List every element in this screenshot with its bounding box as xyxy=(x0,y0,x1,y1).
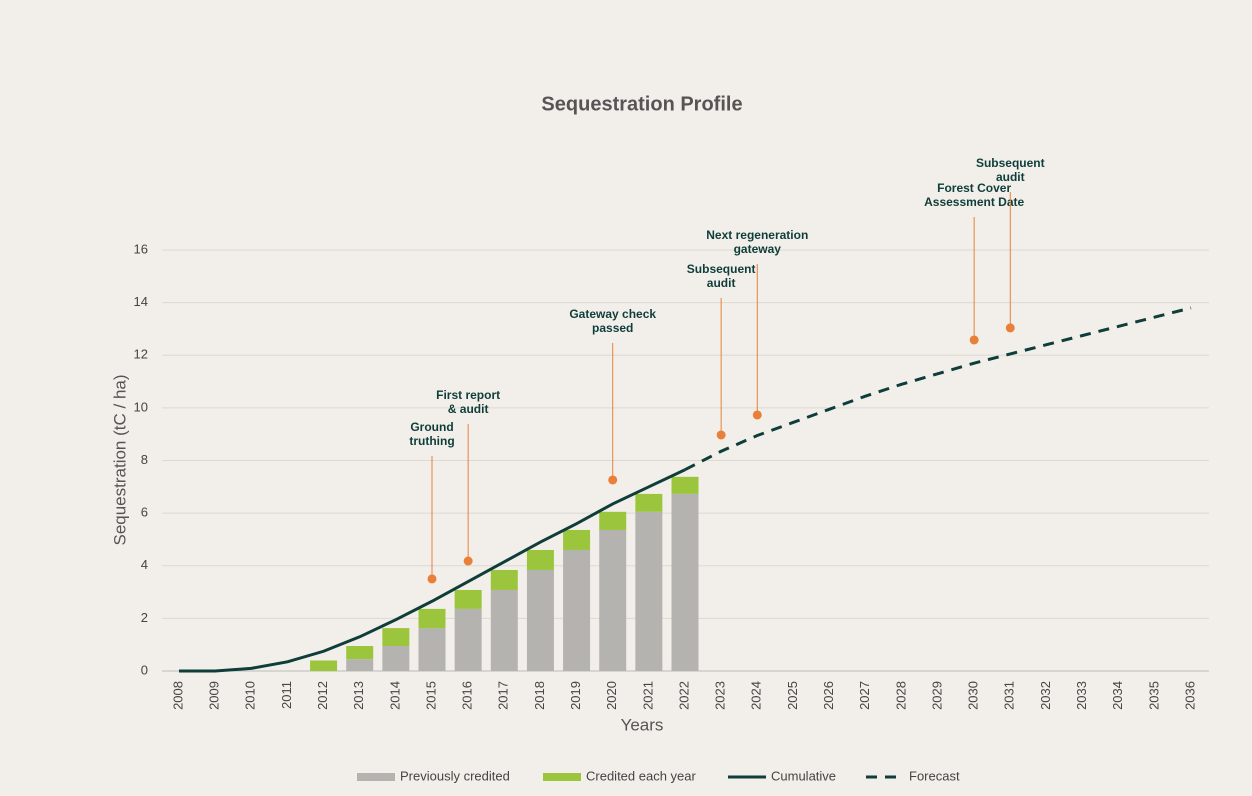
annotation-label: passed xyxy=(592,321,633,335)
annotation-label: Ground xyxy=(410,420,453,434)
x-tick-label: 2027 xyxy=(857,681,872,710)
x-axis-title: Years xyxy=(621,715,664,734)
annotation-point xyxy=(716,430,726,440)
x-tick-label: 2010 xyxy=(243,681,258,710)
annotation-label: Subsequent xyxy=(976,156,1045,170)
legend-label: Previously credited xyxy=(400,768,510,783)
annotation-label: Subsequent xyxy=(687,262,756,276)
x-tick-label: 2029 xyxy=(929,681,944,710)
annotation-point xyxy=(1005,323,1015,333)
x-tick-label: 2013 xyxy=(351,681,366,710)
y-tick-label: 10 xyxy=(134,399,148,414)
annotation-label: & audit xyxy=(448,402,489,416)
bar xyxy=(526,569,554,671)
legend-label: Forecast xyxy=(909,768,960,783)
bar xyxy=(599,529,627,671)
bar xyxy=(490,569,518,590)
bar xyxy=(346,659,374,671)
annotation-label: Forest Cover xyxy=(937,181,1011,195)
x-tick-label: 2009 xyxy=(207,681,222,710)
y-tick-label: 2 xyxy=(141,610,148,625)
x-tick-label: 2023 xyxy=(713,681,728,710)
x-tick-label: 2021 xyxy=(640,681,655,710)
bar xyxy=(346,646,374,660)
annotation-point xyxy=(969,335,979,345)
x-tick-label: 2008 xyxy=(170,681,185,710)
x-tick-label: 2034 xyxy=(1110,681,1125,710)
y-tick-label: 14 xyxy=(134,294,148,309)
legend-swatch xyxy=(357,773,395,781)
x-tick-label: 2031 xyxy=(1002,681,1017,710)
annotation-label: audit xyxy=(996,170,1025,184)
annotation-label: audit xyxy=(707,276,736,290)
legend-swatch xyxy=(543,773,581,781)
annotation-point xyxy=(427,574,437,584)
bar xyxy=(635,493,663,512)
bar xyxy=(418,608,446,629)
x-tick-label: 2022 xyxy=(676,681,691,710)
bar xyxy=(635,511,663,671)
annotation-label: truthing xyxy=(409,434,454,448)
bar xyxy=(382,646,410,671)
x-tick-label: 2030 xyxy=(966,681,981,710)
x-tick-label: 2032 xyxy=(1038,681,1053,710)
y-axis-title: Sequestration (tC / ha) xyxy=(110,374,129,545)
x-tick-label: 2011 xyxy=(279,681,294,709)
x-tick-label: 2035 xyxy=(1146,681,1161,710)
bar xyxy=(454,608,482,671)
x-tick-label: 2015 xyxy=(423,681,438,710)
annotation-point xyxy=(752,410,762,420)
y-tick-label: 16 xyxy=(134,241,148,256)
forecast-line xyxy=(684,306,1192,472)
bar xyxy=(382,628,410,647)
legend-label: Cumulative xyxy=(771,768,836,783)
annotation-label: Gateway check xyxy=(569,307,656,321)
x-tick-label: 2033 xyxy=(1074,681,1089,710)
chart-title: Sequestration Profile xyxy=(541,93,742,115)
annotation-label: gateway xyxy=(734,242,782,256)
x-tick-label: 2018 xyxy=(532,681,547,710)
x-tick-label: 2026 xyxy=(821,681,836,710)
bar xyxy=(418,628,446,671)
bar xyxy=(490,589,518,671)
bar xyxy=(526,549,554,570)
x-tick-label: 2020 xyxy=(604,681,619,710)
annotation-point xyxy=(608,475,618,485)
x-tick-label: 2014 xyxy=(387,681,402,710)
annotation-label: Assessment Date xyxy=(924,195,1024,209)
bar xyxy=(671,493,699,671)
y-tick-label: 8 xyxy=(141,452,148,467)
legend-label: Credited each year xyxy=(586,768,697,783)
x-tick-label: 2024 xyxy=(749,681,764,710)
bar xyxy=(671,476,699,494)
y-tick-label: 6 xyxy=(141,505,148,520)
y-tick-label: 0 xyxy=(141,662,148,677)
x-tick-label: 2028 xyxy=(893,681,908,710)
bar xyxy=(599,511,627,530)
bar xyxy=(310,660,338,671)
x-tick-label: 2017 xyxy=(496,681,511,710)
x-tick-label: 2025 xyxy=(785,681,800,710)
annotation-point xyxy=(463,556,473,566)
cumulative-line xyxy=(179,468,686,673)
bar xyxy=(563,549,591,671)
x-tick-label: 2016 xyxy=(460,681,475,710)
x-tick-label: 2012 xyxy=(315,681,330,710)
bar xyxy=(563,529,591,550)
x-tick-label: 2019 xyxy=(568,681,583,710)
annotation-label: First report xyxy=(436,388,500,402)
bar xyxy=(454,589,482,609)
annotation-label: Next regeneration xyxy=(706,228,808,242)
x-tick-label: 2036 xyxy=(1182,681,1197,710)
y-tick-label: 4 xyxy=(141,557,148,572)
y-tick-label: 12 xyxy=(134,347,148,362)
